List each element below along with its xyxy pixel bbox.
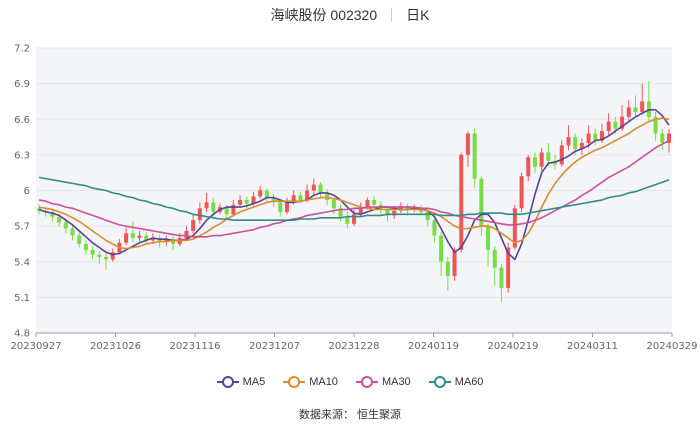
y-tick-label: 5.4 <box>14 257 30 268</box>
title-divider <box>391 8 393 22</box>
candle <box>653 112 658 141</box>
candle <box>284 197 289 215</box>
y-tick-label: 7.2 <box>14 44 30 55</box>
legend-item-ma10[interactable]: MA10 <box>283 376 338 388</box>
y-tick-label: 6 <box>24 186 30 197</box>
line-ma60 <box>38 176 670 221</box>
x-axis: 20230927 20231026 20231116 20231207 20231228… <box>11 332 698 352</box>
legend-label: MA60 <box>454 376 484 388</box>
candle <box>77 230 82 248</box>
candle <box>519 172 524 212</box>
grid-lines <box>36 47 672 334</box>
candle <box>439 232 444 276</box>
candle <box>130 221 135 243</box>
candle <box>258 185 263 199</box>
moving-average-lines <box>38 109 670 261</box>
candle <box>633 95 638 117</box>
candle <box>191 214 196 234</box>
legend-label: MA5 <box>242 376 266 388</box>
x-tick-label: 20230927 <box>11 341 62 352</box>
legend: MA5 MA10 MA30 MA60 <box>0 376 700 388</box>
candle <box>231 200 236 217</box>
y-tick-label: 5.1 <box>14 293 30 304</box>
legend-item-ma60[interactable]: MA60 <box>428 376 484 388</box>
candle <box>171 235 176 250</box>
candle <box>606 113 611 136</box>
candle <box>486 223 491 267</box>
candle <box>97 251 102 265</box>
y-tick-label: 4.8 <box>14 329 30 340</box>
candle <box>593 128 598 146</box>
candle <box>539 147 544 172</box>
candle <box>506 242 511 293</box>
candle <box>83 240 88 255</box>
candle <box>586 125 591 148</box>
x-tick-label: 20240311 <box>567 341 618 352</box>
line-ma10 <box>38 117 670 250</box>
candle <box>50 208 55 222</box>
legend-marker-icon <box>216 376 239 388</box>
legend-marker-icon <box>283 376 306 388</box>
y-tick-label: 6.6 <box>14 115 30 126</box>
candle <box>144 232 149 246</box>
candle <box>137 230 142 242</box>
candle <box>660 128 665 151</box>
candle <box>318 182 323 198</box>
candle <box>445 257 450 291</box>
stock-title: 海峡股份 002320 <box>270 7 378 23</box>
data-source: 数据来源： 恒生聚源 <box>298 409 402 421</box>
period-label[interactable]: 日K <box>406 7 430 23</box>
legend-item-ma5[interactable]: MA5 <box>216 376 266 388</box>
candle <box>63 219 68 234</box>
y-tick-label: 5.7 <box>14 222 30 233</box>
candle <box>432 216 437 243</box>
candle <box>90 246 95 260</box>
x-tick-label: 20240119 <box>408 341 459 352</box>
candle <box>197 202 202 224</box>
candle <box>640 83 645 115</box>
candle <box>345 211 350 229</box>
candle <box>526 154 531 181</box>
legend-marker-icon <box>428 376 451 388</box>
candle <box>559 140 564 167</box>
candle <box>104 253 109 271</box>
candle <box>532 152 537 173</box>
x-tick-label: 20231116 <box>170 341 221 352</box>
y-axis: 7.2 6.9 6.6 6.3 6 5.7 5.4 5.1 4.8 <box>14 44 30 340</box>
y-tick-label: 6.3 <box>14 150 30 161</box>
candle <box>70 226 75 241</box>
x-tick-label: 20231026 <box>90 341 141 352</box>
line-ma5 <box>38 109 670 261</box>
candle <box>459 152 464 253</box>
candlestick-chart: 7.2 6.9 6.6 6.3 6 5.7 5.4 5.1 4.8 20230927 202310… <box>11 44 698 353</box>
x-tick-label: 20240219 <box>488 341 539 352</box>
candle <box>452 247 457 281</box>
candle <box>425 209 430 227</box>
candle <box>566 125 571 151</box>
legend-item-ma30[interactable]: MA30 <box>355 376 411 388</box>
candle <box>492 246 497 286</box>
x-tick-label: 20240329 <box>647 341 698 352</box>
candle <box>626 100 631 122</box>
candle <box>472 128 477 189</box>
candle <box>264 188 269 203</box>
candle <box>311 178 316 195</box>
candle <box>465 131 470 167</box>
candle <box>579 138 584 155</box>
legend-label: MA30 <box>381 376 411 388</box>
x-tick-label: 20231207 <box>249 341 300 352</box>
candle <box>499 264 504 303</box>
legend-marker-icon <box>355 376 378 388</box>
candle <box>238 195 243 208</box>
y-tick-label: 6.9 <box>14 79 30 90</box>
candle <box>184 226 189 241</box>
candle <box>338 204 343 222</box>
legend-label: MA10 <box>309 376 338 388</box>
candle <box>204 192 209 212</box>
candle <box>124 226 129 246</box>
chart-header: 海峡股份 002320 日K <box>0 4 700 26</box>
x-tick-label: 20231228 <box>329 341 380 352</box>
